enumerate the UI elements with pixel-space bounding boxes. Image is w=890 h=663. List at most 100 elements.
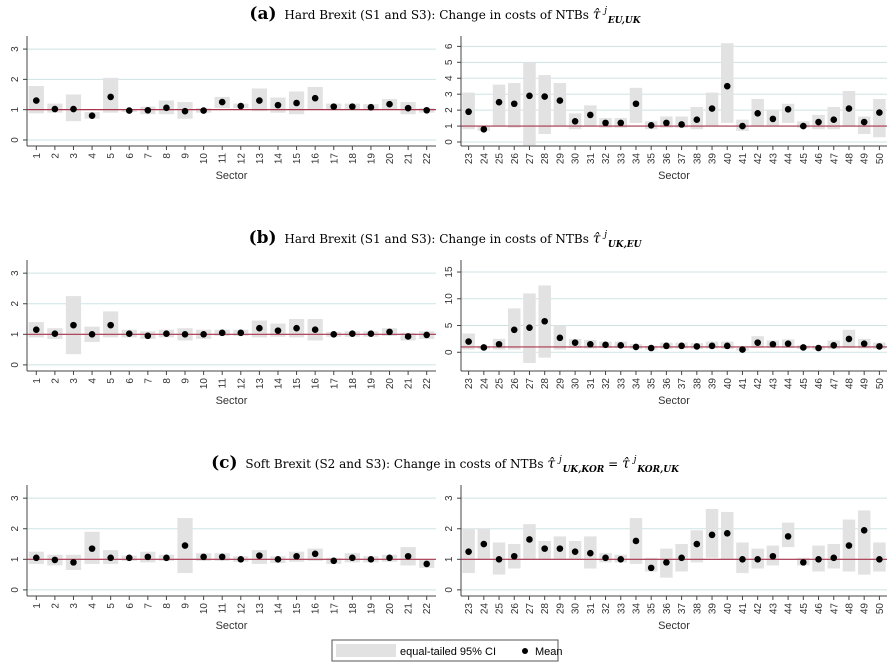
mean-point: [830, 554, 838, 562]
mean-point: [876, 556, 883, 563]
mean-point: [163, 330, 170, 338]
mean-point: [125, 330, 133, 338]
mean-point: [526, 324, 533, 331]
x-tick-label: 31: [586, 603, 597, 615]
mean-point: [571, 117, 579, 125]
mean-point: [465, 548, 472, 555]
legend: equal-tailed 95% CI Mean: [331, 639, 563, 662]
mean-point: [311, 550, 319, 558]
mean-point: [181, 542, 189, 549]
x-tick-label: 15: [292, 603, 303, 615]
mean-point: [663, 119, 670, 127]
x-tick-label: 39: [708, 153, 719, 165]
mean-point: [181, 331, 189, 338]
x-tick-label: 41: [738, 153, 749, 165]
mean-point: [739, 346, 746, 353]
panel-sup2-c: j: [632, 455, 637, 465]
mean-point: [693, 540, 701, 548]
x-tick-label: 1: [32, 153, 43, 159]
panel-letter-a: (a): [249, 4, 276, 24]
x-tick-label: 11: [218, 153, 229, 164]
x-tick-label: 11: [218, 378, 229, 389]
mean-point: [587, 111, 594, 119]
mean-point: [237, 556, 245, 563]
x-tick-label: 44: [784, 378, 795, 390]
panel-text-a: Hard Brexit (S1 and S3): Change in costs…: [284, 8, 592, 22]
mean-point: [70, 321, 77, 329]
mean-point: [404, 104, 412, 112]
x-axis-label: Sector: [216, 170, 248, 182]
mean-point: [32, 326, 40, 334]
mean-point: [617, 556, 625, 563]
x-tick-label: 3: [69, 603, 80, 609]
y-tick-label: 1: [444, 123, 455, 129]
panel-letter-c: (c): [211, 453, 237, 473]
mean-point: [845, 105, 853, 112]
x-tick-label: 39: [708, 378, 719, 390]
y-tick-label: 1: [10, 331, 21, 337]
mean-point: [200, 553, 207, 561]
x-tick-label: 28: [540, 153, 551, 165]
mean-point: [754, 339, 761, 346]
y-tick-label: 0: [10, 587, 21, 593]
panel-symbol2-c: τ̂: [622, 456, 630, 472]
x-tick-label: 7: [143, 603, 154, 609]
mean-point: [830, 342, 838, 349]
x-tick-label: 47: [829, 378, 840, 390]
mean-point: [163, 104, 170, 112]
x-tick-label: 20: [385, 153, 396, 165]
x-tick-label: 3: [69, 153, 80, 159]
mean-point: [367, 556, 375, 563]
mean-point: [708, 531, 716, 539]
x-tick-label: 13: [255, 153, 266, 165]
mean-point: [237, 329, 245, 337]
mean-point: [495, 556, 503, 563]
y-tick-label: 3: [444, 495, 455, 501]
x-tick-label: 34: [631, 603, 642, 615]
x-tick-label: 41: [738, 603, 749, 615]
ci-bar: [873, 98, 886, 138]
x-tick-label: 37: [677, 153, 688, 165]
x-tick-label: 15: [292, 153, 303, 165]
x-tick-label: 36: [662, 603, 673, 615]
x-tick-label: 12: [236, 378, 247, 390]
mean-point: [510, 100, 518, 108]
mean-point: [330, 557, 338, 565]
panel-sub2-c: KOR,UK: [636, 465, 680, 475]
mean-point: [88, 331, 96, 338]
x-tick-label: 6: [125, 153, 136, 159]
ci-bar: [857, 510, 871, 575]
mean-point: [51, 330, 59, 338]
x-tick-label: 22: [422, 603, 433, 615]
y-tick-label: 3: [10, 495, 21, 501]
x-tick-label: 23: [464, 378, 475, 390]
y-tick-label: 10: [444, 293, 455, 305]
x-tick-label: 10: [199, 603, 210, 615]
mean-point: [723, 342, 731, 350]
x-tick-label: 14: [273, 153, 284, 165]
y-tick-label: 5: [444, 322, 455, 328]
x-tick-label: 36: [662, 378, 673, 390]
mean-point: [51, 105, 59, 113]
mean-point: [144, 553, 152, 561]
mean-point: [784, 533, 792, 540]
x-tick-label: 1: [32, 603, 43, 609]
x-tick-label: 18: [348, 378, 359, 390]
mean-point: [800, 559, 807, 566]
mean-point: [330, 331, 338, 338]
x-tick-label: 25: [495, 378, 506, 390]
x-axis-label: Sector: [658, 395, 690, 407]
mean-point: [663, 342, 670, 350]
x-tick-label: 50: [875, 378, 886, 390]
mean-point: [845, 335, 853, 343]
x-tick-label: 33: [616, 603, 627, 615]
x-tick-label: 34: [631, 378, 642, 390]
mean-point: [125, 554, 133, 562]
mean-point: [386, 328, 393, 336]
y-tick-label: 0: [444, 587, 455, 593]
x-tick-label: 9: [181, 378, 192, 384]
x-tick-label: 38: [692, 603, 703, 615]
